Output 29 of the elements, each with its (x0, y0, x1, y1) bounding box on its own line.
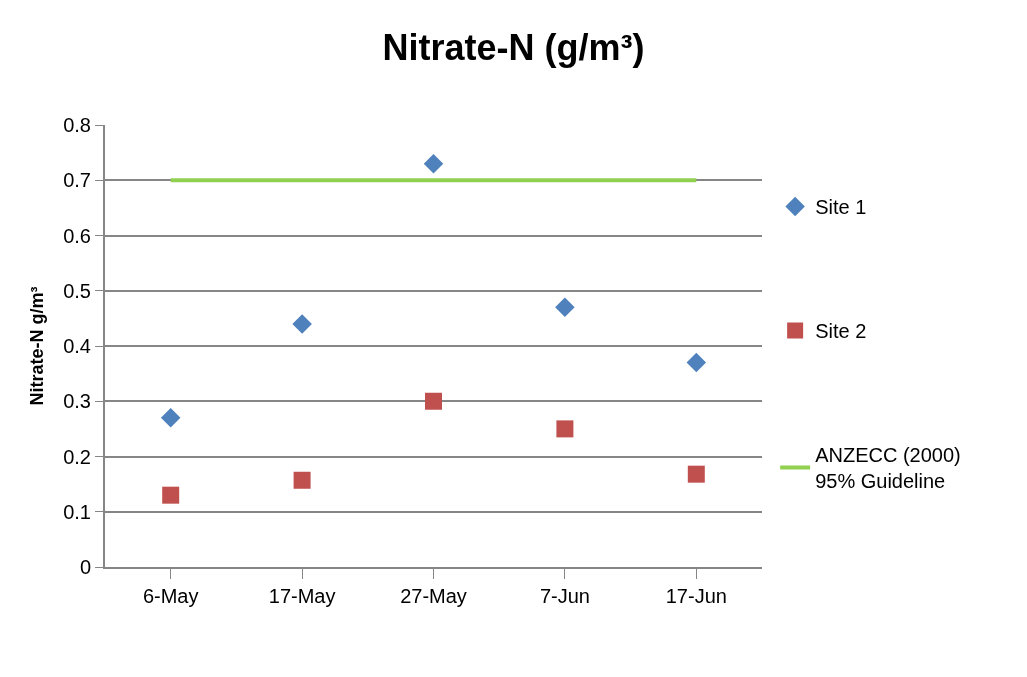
point (555, 297, 575, 318)
point (292, 314, 312, 334)
y-tick-label: 0.3 (63, 390, 91, 413)
point (425, 392, 442, 410)
point (556, 420, 574, 438)
point (423, 153, 444, 174)
x-tick-label: 27-May (400, 585, 467, 607)
point (687, 465, 705, 483)
legend-label: Site 1 (815, 196, 867, 219)
y-tick-label: 0.4 (63, 335, 91, 357)
x-tick-label: 17-May (268, 585, 336, 607)
chart-title: Nitrate-N (g/m³) (382, 26, 645, 68)
point (686, 352, 707, 373)
legend-label: ANZECC (2000) 95% Guideline (815, 444, 961, 493)
point (160, 408, 181, 428)
y-tick-label: 0.8 (63, 114, 91, 136)
x-tick-label: 7-Jun (539, 585, 590, 607)
point (162, 486, 180, 504)
y-tick-label: 0.1 (63, 500, 91, 523)
x-tick-label: 17-Jun (665, 585, 727, 607)
y-tick-label: 0.7 (63, 169, 91, 192)
x-tick-label: 6-May (142, 585, 199, 607)
y-tick-label: 0 (79, 556, 91, 578)
y-tick-label: 0.6 (63, 224, 91, 247)
y-tick-label: 0.5 (63, 279, 91, 302)
y-axis-title: Nitrate-N g/m³ (26, 286, 47, 406)
point (293, 471, 311, 489)
y-tick-label: 0.2 (63, 445, 91, 468)
legend-label: Site 2 (815, 320, 867, 343)
